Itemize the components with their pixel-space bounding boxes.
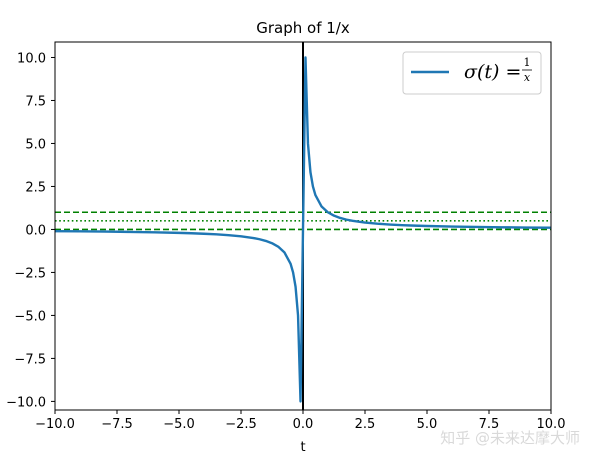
watermark: 知乎 @未来达摩大师 (440, 429, 580, 447)
x-axis: −10.0 −7.5 −5.0 −2.5 0.0 2.5 5.0 7.5 10.0 (35, 410, 565, 432)
x-axis-label: t (300, 440, 305, 455)
legend-label-sigma: σ(t) = (464, 61, 521, 83)
legend-box (402, 51, 542, 95)
x-tick-label: −10.0 (35, 417, 75, 432)
x-tick-label: 10.0 (537, 417, 566, 432)
y-tick-label: 7.5 (25, 94, 46, 109)
legend: σ(t) = 1 x (402, 51, 542, 95)
legend-frac-denominator: x (524, 71, 531, 84)
x-tick-label: −2.5 (225, 417, 257, 432)
y-tick-label: 0.0 (25, 223, 46, 238)
y-tick-label: −5.0 (14, 309, 46, 324)
legend-frac-numerator: 1 (524, 56, 531, 69)
x-tick-label: 7.5 (479, 417, 500, 432)
y-axis: 10.0 7.5 5.0 2.5 0.0 −2.5 −5.0 −7.5 −10.0 (6, 51, 55, 410)
series-line-1 (54, 56, 552, 403)
x-tick-label: 0.0 (293, 417, 314, 432)
y-tick-label: 10.0 (17, 51, 46, 66)
y-tick-label: 2.5 (25, 180, 46, 195)
x-tick-label: −5.0 (163, 417, 195, 432)
x-tick-label: 2.5 (355, 417, 376, 432)
chart-title: Graph of 1/x (256, 19, 350, 37)
y-tick-label: 5.0 (25, 137, 46, 152)
plot-area (54, 42, 552, 410)
y-tick-label: −2.5 (14, 266, 46, 281)
y-tick-label: −7.5 (14, 352, 46, 367)
x-tick-label: 5.0 (417, 417, 438, 432)
y-tick-label: −10.0 (6, 395, 46, 410)
x-tick-label: −7.5 (101, 417, 133, 432)
